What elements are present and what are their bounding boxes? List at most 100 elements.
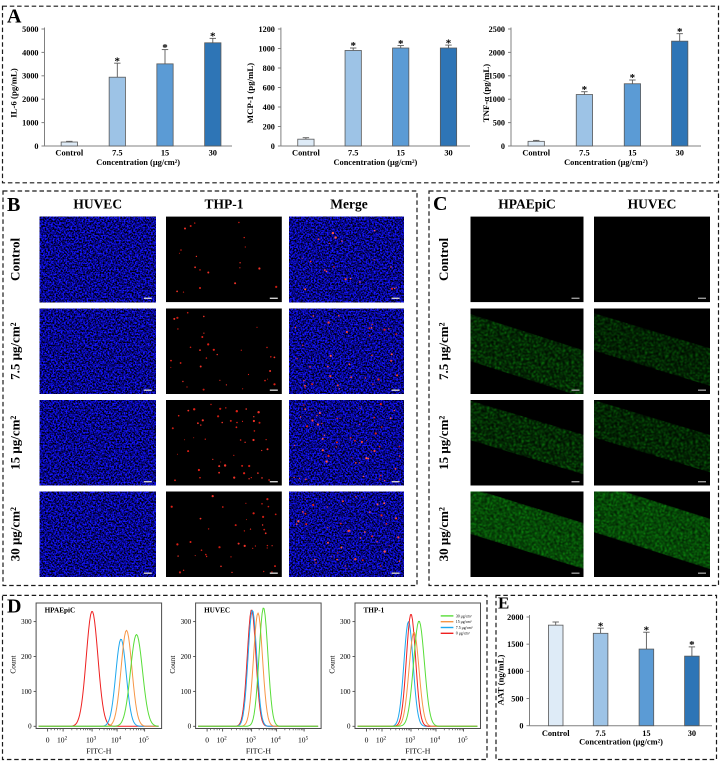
svg-text:103: 103 [246, 736, 257, 745]
svg-text:*: * [677, 26, 683, 38]
svg-text:Concentration (μg/cm²): Concentration (μg/cm²) [564, 158, 648, 167]
svg-text:30: 30 [676, 149, 684, 158]
svg-text:15 μg/cm²: 15 μg/cm² [8, 416, 23, 470]
svg-text:HPAEpiC: HPAEpiC [498, 197, 556, 212]
svg-text:102: 102 [57, 736, 68, 745]
svg-text:HUVEC: HUVEC [204, 607, 230, 615]
svg-text:15: 15 [642, 729, 650, 738]
svg-text:200: 200 [263, 122, 275, 131]
svg-text:*: * [115, 55, 121, 67]
svg-text:*: * [582, 84, 588, 96]
svg-text:103: 103 [405, 736, 416, 745]
svg-text:Merge: Merge [330, 197, 367, 212]
svg-text:0: 0 [28, 723, 32, 731]
svg-text:THP-1: THP-1 [364, 607, 385, 615]
svg-text:102: 102 [217, 736, 228, 745]
svg-text:*: * [162, 42, 168, 54]
svg-text:Concentration (μg/cm²): Concentration (μg/cm²) [334, 158, 418, 167]
svg-text:100: 100 [340, 688, 351, 696]
svg-text:15: 15 [628, 149, 636, 158]
svg-text:Control: Control [55, 149, 83, 158]
svg-text:200: 200 [340, 653, 351, 661]
svg-text:4000: 4000 [22, 48, 38, 57]
svg-text:5000: 5000 [22, 25, 38, 34]
svg-text:7.5: 7.5 [348, 149, 358, 158]
svg-text:3000: 3000 [22, 72, 38, 81]
svg-text:Control: Control [292, 149, 320, 158]
svg-text:7.5 μg/cm²: 7.5 μg/cm² [436, 322, 451, 380]
svg-text:Count: Count [168, 655, 177, 674]
svg-text:0: 0 [188, 723, 192, 731]
svg-text:7.5: 7.5 [595, 729, 605, 738]
svg-text:104: 104 [430, 736, 441, 745]
svg-text:FITC-H: FITC-H [86, 747, 111, 756]
svg-text:300: 300 [340, 618, 351, 626]
svg-text:*: * [446, 37, 452, 49]
svg-text:MCP-1 (pg/mL): MCP-1 (pg/mL) [245, 63, 255, 123]
svg-text:100: 100 [21, 688, 32, 696]
svg-text:1000: 1000 [22, 119, 38, 128]
svg-text:800: 800 [263, 64, 275, 73]
svg-text:Control: Control [522, 149, 550, 158]
svg-text:Concentration (μg/cm²): Concentration (μg/cm²) [96, 158, 180, 167]
svg-text:105: 105 [457, 736, 468, 745]
svg-text:Control: Control [436, 237, 451, 280]
svg-text:Count: Count [9, 655, 18, 674]
svg-text:TNF-α (pg/mL): TNF-α (pg/mL) [481, 64, 491, 122]
svg-text:AAT (ng/mL): AAT (ng/mL) [496, 655, 506, 706]
svg-text:300: 300 [21, 618, 32, 626]
svg-text:0: 0 [519, 722, 523, 731]
svg-text:103: 103 [86, 736, 97, 745]
svg-text:D: D [7, 596, 21, 618]
svg-text:*: * [644, 624, 650, 636]
svg-text:FITC-H: FITC-H [246, 747, 271, 756]
svg-text:105: 105 [298, 736, 309, 745]
svg-text:2000: 2000 [489, 48, 505, 57]
svg-text:0 μg/cm²: 0 μg/cm² [456, 632, 471, 636]
svg-text:104: 104 [111, 736, 122, 745]
svg-text:105: 105 [139, 736, 150, 745]
svg-text:1000: 1000 [507, 667, 523, 676]
svg-text:300: 300 [181, 618, 192, 626]
svg-text:THP-1: THP-1 [205, 197, 244, 212]
svg-text:7.5 μg/cm²: 7.5 μg/cm² [8, 322, 23, 380]
svg-text:FITC-H: FITC-H [405, 747, 430, 756]
svg-text:30 μg/cm²: 30 μg/cm² [436, 507, 451, 561]
svg-text:30: 30 [209, 149, 217, 158]
svg-text:400: 400 [263, 103, 275, 112]
svg-text:15: 15 [397, 149, 405, 158]
svg-text:100: 100 [181, 688, 192, 696]
svg-text:1000: 1000 [259, 44, 275, 53]
svg-text:0: 0 [365, 736, 369, 745]
svg-text:0: 0 [347, 723, 351, 731]
svg-text:0: 0 [501, 142, 505, 151]
svg-text:0: 0 [205, 736, 209, 745]
svg-text:2000: 2000 [22, 95, 38, 104]
svg-text:30: 30 [688, 729, 696, 738]
svg-text:IL-6 (pg/mL): IL-6 (pg/mL) [8, 68, 18, 118]
svg-text:1200: 1200 [259, 25, 275, 34]
svg-text:0: 0 [34, 142, 38, 151]
svg-text:0: 0 [46, 736, 50, 745]
svg-text:*: * [350, 40, 356, 52]
svg-text:500: 500 [493, 119, 505, 128]
svg-text:1500: 1500 [507, 640, 523, 649]
svg-text:600: 600 [263, 83, 275, 92]
svg-text:30: 30 [444, 149, 452, 158]
svg-text:15: 15 [161, 149, 169, 158]
svg-text:Count: Count [328, 655, 337, 674]
svg-text:*: * [630, 72, 636, 84]
svg-text:*: * [689, 639, 695, 651]
svg-text:104: 104 [271, 736, 282, 745]
svg-text:HUVEC: HUVEC [73, 197, 122, 212]
svg-text:200: 200 [21, 653, 32, 661]
svg-text:1500: 1500 [489, 72, 505, 81]
svg-text:*: * [398, 38, 404, 50]
svg-text:0: 0 [271, 142, 275, 151]
svg-text:C: C [433, 193, 447, 215]
svg-text:E: E [498, 594, 509, 613]
svg-text:Control: Control [542, 729, 570, 738]
svg-text:15 μg/cm²: 15 μg/cm² [436, 416, 451, 470]
svg-text:15 μg/cm²: 15 μg/cm² [456, 620, 473, 624]
svg-text:200: 200 [181, 653, 192, 661]
